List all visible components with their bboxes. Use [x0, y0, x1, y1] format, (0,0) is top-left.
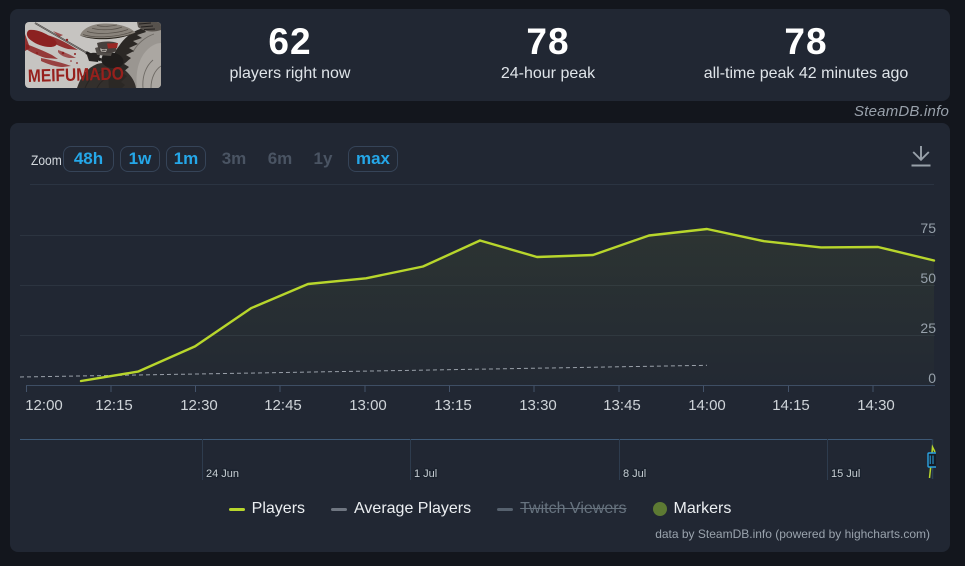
svg-text:MEIFUMADO: MEIFUMADO	[28, 63, 124, 86]
svg-text:0: 0	[928, 370, 936, 386]
svg-text:14:00: 14:00	[688, 397, 726, 414]
svg-text:13:45: 13:45	[603, 397, 641, 414]
svg-text:15 Jul: 15 Jul	[831, 468, 860, 480]
svg-text:12:45: 12:45	[264, 397, 302, 414]
svg-text:14:30: 14:30	[857, 397, 895, 414]
svg-text:24 Jun: 24 Jun	[206, 468, 239, 480]
svg-text:13:00: 13:00	[349, 397, 387, 414]
svg-text:8 Jul: 8 Jul	[623, 468, 646, 480]
svg-text:13:30: 13:30	[519, 397, 557, 414]
svg-text:14:15: 14:15	[772, 397, 810, 414]
svg-text:75: 75	[920, 220, 936, 236]
svg-text:12:15: 12:15	[95, 397, 133, 414]
svg-text:13:15: 13:15	[434, 397, 472, 414]
svg-text:12:00: 12:00	[25, 397, 63, 414]
svg-text:50: 50	[920, 270, 936, 286]
svg-text:1 Jul: 1 Jul	[414, 468, 437, 480]
svg-text:25: 25	[920, 320, 936, 336]
svg-text:12:30: 12:30	[180, 397, 218, 414]
